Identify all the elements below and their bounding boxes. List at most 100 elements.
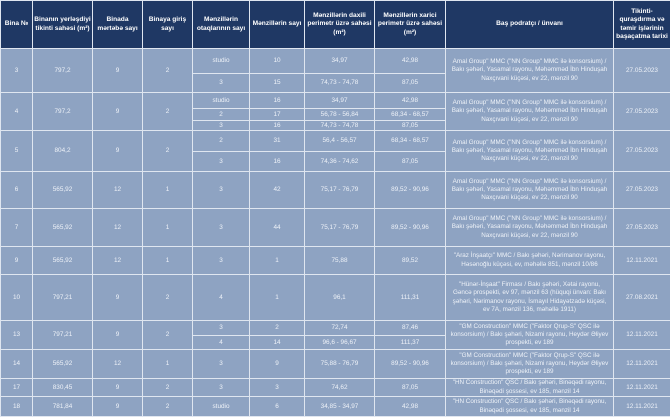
unit-count: 44	[250, 209, 305, 247]
site-area: 797,21	[33, 321, 93, 350]
entrances: 2	[143, 397, 193, 417]
contractor: "GM Construction" MMC ("Faktor Qrup-S" Q…	[446, 350, 614, 379]
unit-count: 2	[250, 321, 305, 336]
completion-date: 12.11.2021	[614, 321, 670, 350]
completion-date: 27.05.2023	[614, 131, 670, 172]
outer-area: 89,52 - 90,96	[375, 209, 446, 247]
building-no: 13	[1, 321, 33, 350]
rooms: 3	[193, 350, 250, 379]
completion-date: 12.11.2021	[614, 350, 670, 379]
building-no: 10	[1, 275, 33, 321]
outer-area: 68,34 - 68,57	[375, 131, 446, 152]
rooms: 3	[193, 172, 250, 209]
header-floors: Binada mərtəbə sayı	[93, 1, 143, 49]
completion-date: 27.05.2023	[614, 172, 670, 209]
floors: 9	[93, 397, 143, 417]
unit-count: 10	[250, 49, 305, 74]
floors: 9	[93, 93, 143, 131]
site-area: 804,2	[33, 131, 93, 172]
rooms: 3	[193, 121, 250, 131]
building-no: 17	[1, 379, 33, 397]
entrances: 1	[143, 247, 193, 275]
rooms: 3	[193, 74, 250, 93]
inner-area: 34,97	[305, 49, 375, 74]
contractor: Amal Group" MMC ("NN Group" MMC ilə kons…	[446, 93, 614, 131]
entrances: 1	[143, 209, 193, 247]
floors: 9	[93, 321, 143, 350]
rooms: studio	[193, 93, 250, 109]
outer-area: 68,34 - 68,57	[375, 109, 446, 121]
inner-area: 74,36 - 74,62	[305, 152, 375, 172]
header-unit-count: Mənzillərin sayı	[250, 1, 305, 49]
completion-date: 27.05.2023	[614, 209, 670, 247]
site-area: 797,2	[33, 93, 93, 131]
unit-count: 3	[250, 379, 305, 397]
outer-area: 87,05	[375, 152, 446, 172]
rooms: studio	[193, 397, 250, 417]
outer-area: 42,98	[375, 93, 446, 109]
completion-date: 12.11.2021	[614, 247, 670, 275]
entrances: 2	[143, 93, 193, 131]
contractor: "HN Construction" QSC / Bakı şəhəri, Bin…	[446, 397, 614, 417]
unit-count: 17	[250, 109, 305, 121]
floors: 12	[93, 172, 143, 209]
floors: 9	[93, 275, 143, 321]
inner-area: 75,17 - 76,79	[305, 172, 375, 209]
building-no: 4	[1, 93, 33, 131]
header-building-no: Bina №	[1, 1, 33, 49]
inner-area: 74,73 - 74,78	[305, 74, 375, 93]
unit-count: 9	[250, 350, 305, 379]
outer-area: 87,05	[375, 74, 446, 93]
floors: 9	[93, 49, 143, 93]
completion-date: 27.05.2023	[614, 49, 670, 93]
unit-count: 1	[250, 275, 305, 321]
unit-count: 15	[250, 74, 305, 93]
site-area: 565,92	[33, 247, 93, 275]
building-no: 7	[1, 209, 33, 247]
entrances: 1	[143, 172, 193, 209]
outer-area: 87,05	[375, 121, 446, 131]
entrances: 2	[143, 131, 193, 172]
site-area: 797,21	[33, 275, 93, 321]
unit-count: 42	[250, 172, 305, 209]
building-no: 3	[1, 49, 33, 93]
inner-area: 74,62	[305, 379, 375, 397]
floors: 9	[93, 379, 143, 397]
completion-date: 12.11.2021	[614, 397, 670, 417]
building-no: 14	[1, 350, 33, 379]
entrances: 2	[143, 49, 193, 93]
contractor: Amal Group" MMC ("NN Group" MMC ilə kons…	[446, 49, 614, 93]
contractor: Amal Group" MMC ("NN Group" MMC ilə kons…	[446, 209, 614, 247]
header-contractor: Baş podratçı / ünvanı	[446, 1, 614, 49]
outer-area: 42,98	[375, 397, 446, 417]
contractor: "HN Construction" QSC / Bakı şəhəri, Bin…	[446, 379, 614, 397]
entrances: 2	[143, 321, 193, 350]
unit-count: 16	[250, 152, 305, 172]
completion-date: 27.08.2021	[614, 275, 670, 321]
contractor: "Hünər-İnşaat" Firması / Bakı şəhəri, Xə…	[446, 275, 614, 321]
unit-count: 16	[250, 93, 305, 109]
rooms: 2	[193, 109, 250, 121]
inner-area: 56,78 - 56,84	[305, 109, 375, 121]
contractor: "GM Construction" MMC ("Faktor Qrup-S" Q…	[446, 321, 614, 350]
contractor: Amal Group" MMC ("NN Group" MMC ilə kons…	[446, 172, 614, 209]
rooms: 3	[193, 379, 250, 397]
floors: 12	[93, 247, 143, 275]
entrances: 2	[143, 275, 193, 321]
floors: 12	[93, 209, 143, 247]
rooms: 3	[193, 152, 250, 172]
outer-area: 89,52 - 90,96	[375, 350, 446, 379]
inner-area: 75,88	[305, 247, 375, 275]
rooms: 4	[193, 275, 250, 321]
inner-area: 72,74	[305, 321, 375, 336]
site-area: 565,92	[33, 172, 93, 209]
